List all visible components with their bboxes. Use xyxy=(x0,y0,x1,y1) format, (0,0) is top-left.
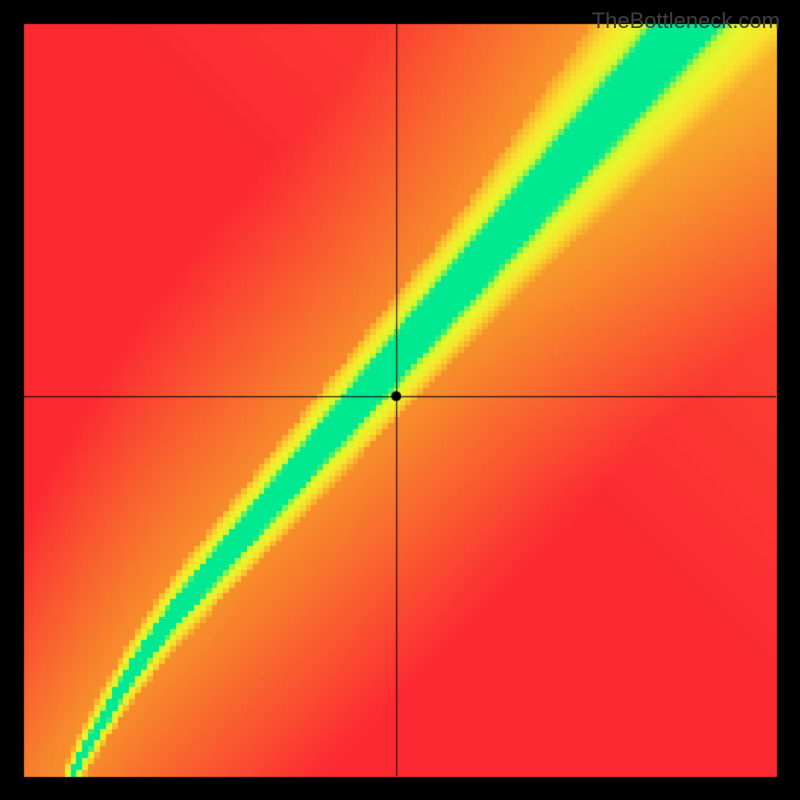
chart-container: TheBottleneck.com xyxy=(0,0,800,800)
watermark-text: TheBottleneck.com xyxy=(592,8,780,34)
heatmap-canvas xyxy=(0,0,800,800)
